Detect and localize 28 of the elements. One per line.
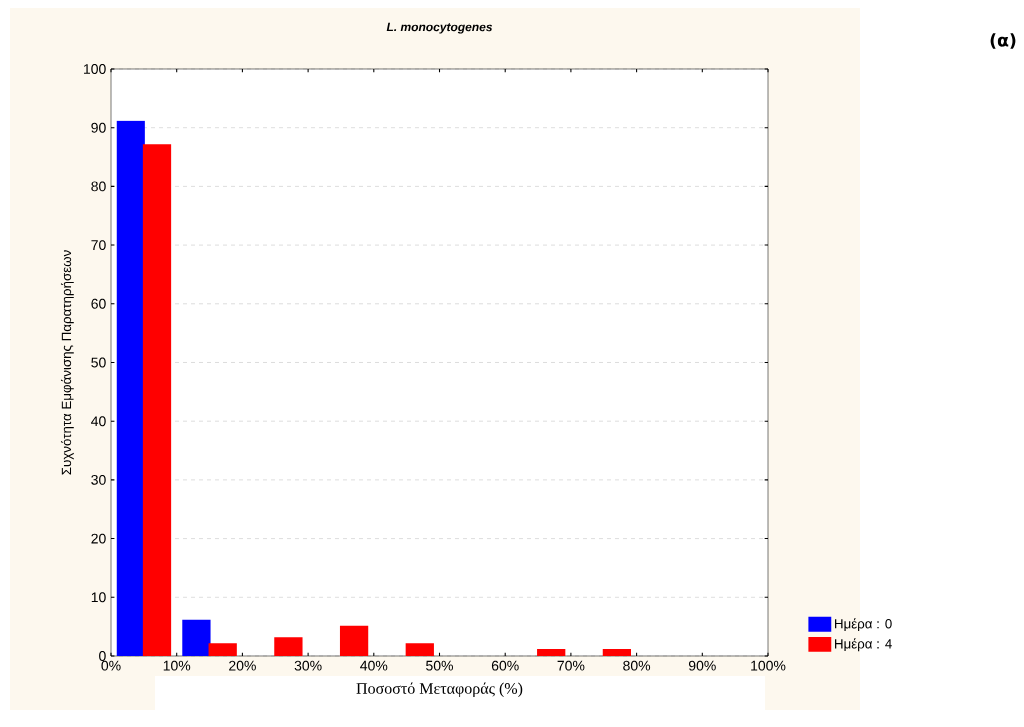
y-tick-label: 70 bbox=[91, 240, 106, 251]
x-tick-label: 100% bbox=[751, 660, 786, 671]
y-tick-label: 0 bbox=[99, 651, 106, 661]
x-tick-label: 50% bbox=[426, 660, 453, 671]
y-tick-label: 90 bbox=[91, 122, 106, 133]
x-tick-label: 40% bbox=[360, 660, 388, 671]
text: (α) bbox=[990, 33, 1016, 49]
y-tick-label: 10 bbox=[91, 592, 106, 603]
x-tick-label: 90% bbox=[688, 660, 716, 671]
y-tick-label: 60 bbox=[91, 298, 106, 309]
x-tick-label: 10% bbox=[163, 660, 191, 671]
y-tick-label: 80 bbox=[91, 181, 106, 192]
x-tick-label: 80% bbox=[623, 660, 651, 671]
y-tick-label: 40 bbox=[91, 416, 106, 427]
x-tick-label: 20% bbox=[229, 660, 256, 671]
x-axis-title: Ποσοστό Μεταφοράς (%) bbox=[356, 682, 523, 698]
y-tick-label: 20 bbox=[91, 533, 106, 544]
y-tick-label: 50 bbox=[91, 357, 106, 368]
legend-label: Ημέρα : 0 bbox=[835, 618, 892, 632]
chart-title: L. monocytogenes bbox=[386, 22, 493, 34]
y-tick-label: 30 bbox=[91, 474, 106, 485]
y-tick-label: 100 bbox=[84, 64, 106, 74]
x-tick-label: 30% bbox=[294, 660, 322, 671]
x-tick-label: 0% bbox=[101, 660, 121, 671]
legend-label: Ημέρα : 4 bbox=[835, 638, 892, 652]
y-axis-title: Συχνότητα Εμφάνισης Παρατηρήσεων bbox=[60, 250, 74, 475]
x-tick-label: 70% bbox=[557, 660, 585, 671]
x-tick-label: 60% bbox=[491, 660, 519, 671]
